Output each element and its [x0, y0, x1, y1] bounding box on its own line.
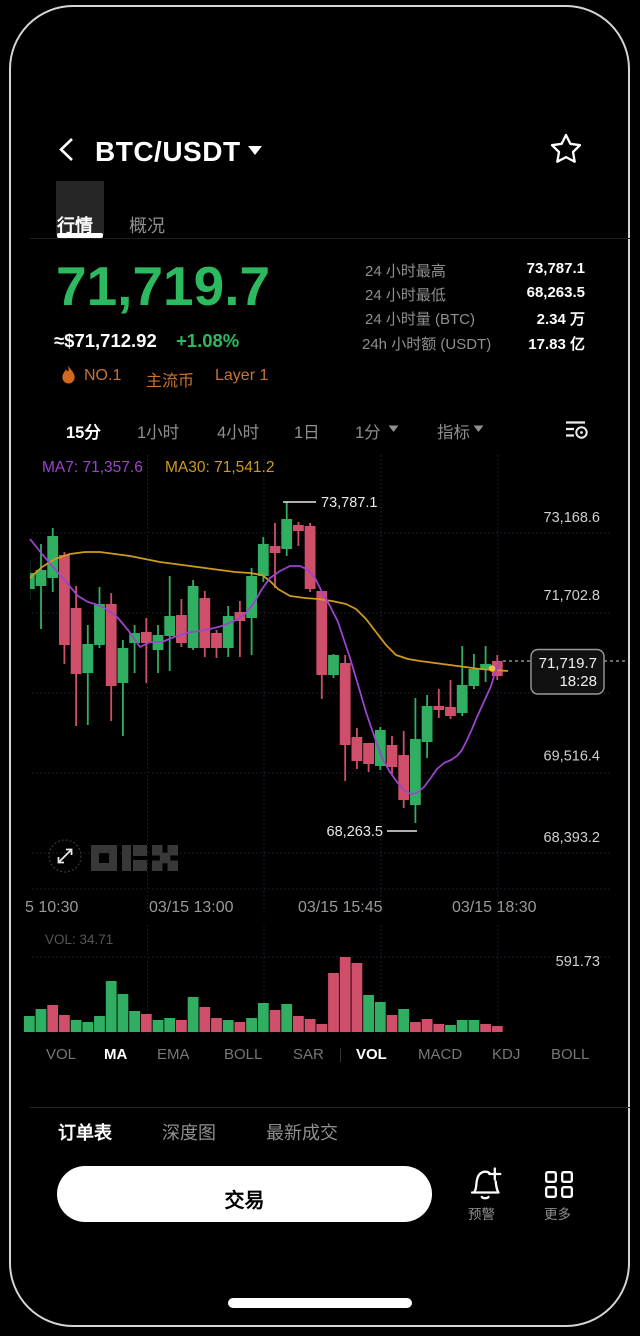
svg-text:03/15 15:45: 03/15 15:45 [298, 899, 383, 916]
svg-text:MA7: 71,357.6: MA7: 71,357.6 [42, 459, 143, 476]
svg-text:591.73: 591.73 [556, 954, 600, 970]
svg-text:73,787.1: 73,787.1 [321, 495, 377, 511]
svg-text:71,702.8: 71,702.8 [544, 588, 600, 604]
svg-text:5 10:30: 5 10:30 [25, 899, 78, 916]
svg-text:MA30: 71,541.2: MA30: 71,541.2 [165, 459, 274, 476]
svg-text:69,516.4: 69,516.4 [544, 749, 600, 765]
svg-text:73,168.6: 73,168.6 [544, 510, 600, 526]
svg-text:68,263.5: 68,263.5 [327, 824, 383, 840]
svg-text:71,719.7: 71,719.7 [539, 655, 597, 672]
svg-text:18:28: 18:28 [559, 673, 597, 690]
svg-text:03/15 18:30: 03/15 18:30 [452, 899, 537, 916]
svg-text:03/15 13:00: 03/15 13:00 [149, 899, 234, 916]
svg-text:68,393.2: 68,393.2 [544, 830, 600, 846]
svg-text:VOL: 34.71: VOL: 34.71 [45, 932, 113, 947]
